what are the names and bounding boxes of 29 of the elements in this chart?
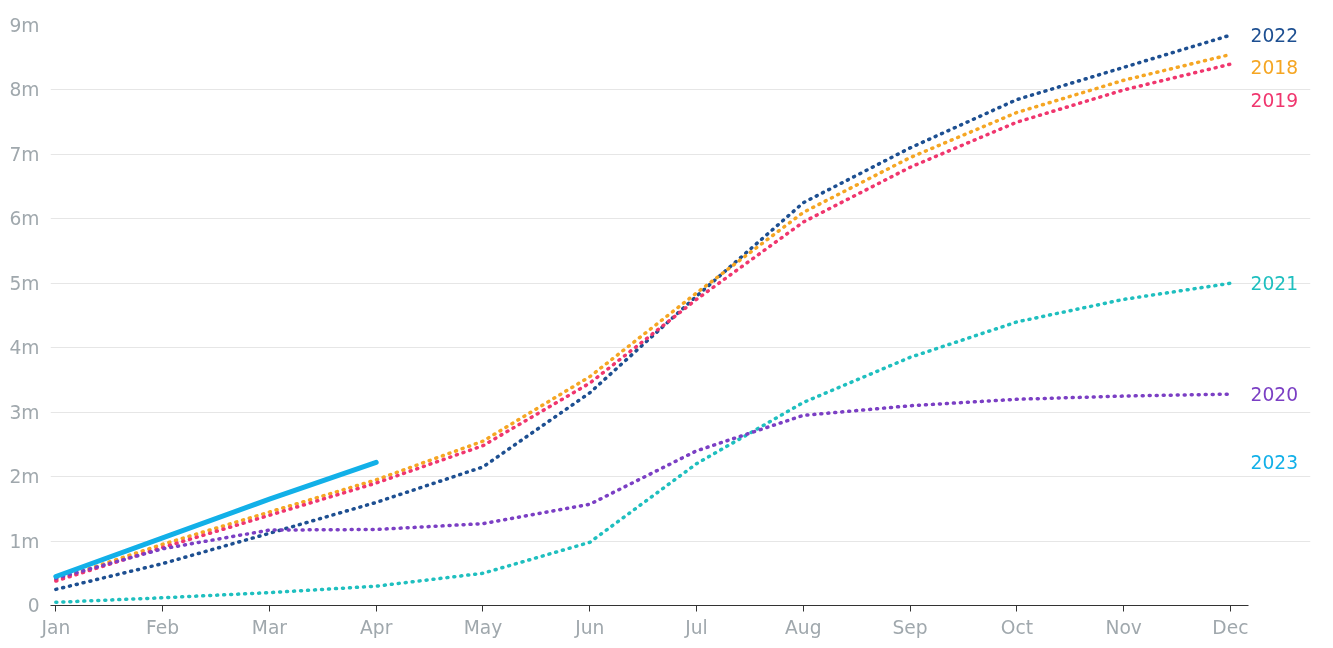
x-tick-label: May	[463, 616, 503, 638]
y-tick-label: 9m	[9, 15, 40, 36]
line-series	[54, 281, 1233, 605]
x-tick-label: Feb	[146, 616, 180, 638]
y-tick-label: 6m	[9, 208, 40, 230]
series-label: 2019	[1250, 89, 1299, 111]
text: 2023	[1250, 452, 1299, 474]
x-tick-label: Jul	[684, 616, 708, 638]
series-label: 2021	[1250, 273, 1299, 295]
x-tick-label: Jun	[574, 616, 605, 638]
y-tick-label: 5m	[9, 272, 40, 294]
y-tick-label: 4m	[9, 337, 40, 359]
x-tick-label: Nov	[1105, 616, 1142, 638]
x-tick-label: Sep	[892, 616, 928, 638]
x-tick-label: Apr	[360, 616, 393, 638]
x-tick-label: Dec	[1212, 616, 1249, 638]
x-tick-label: Jan	[40, 616, 71, 638]
y-tick-label: 7m	[9, 143, 40, 165]
x-tick-label: Mar	[251, 616, 288, 638]
y-tick-label: 2m	[9, 466, 40, 488]
y-tick-label: 3m	[9, 401, 40, 423]
x-tick-label: Aug	[785, 616, 822, 638]
series-label: 2020	[1250, 384, 1299, 406]
series-label: 2022	[1250, 25, 1299, 47]
y-tick-label: 0	[27, 595, 40, 616]
y-tick-label: 1m	[9, 530, 40, 552]
y-tick-label: 8m	[9, 79, 40, 101]
series-label: 2018	[1250, 57, 1299, 79]
x-tick-label: Oct	[1000, 616, 1033, 638]
